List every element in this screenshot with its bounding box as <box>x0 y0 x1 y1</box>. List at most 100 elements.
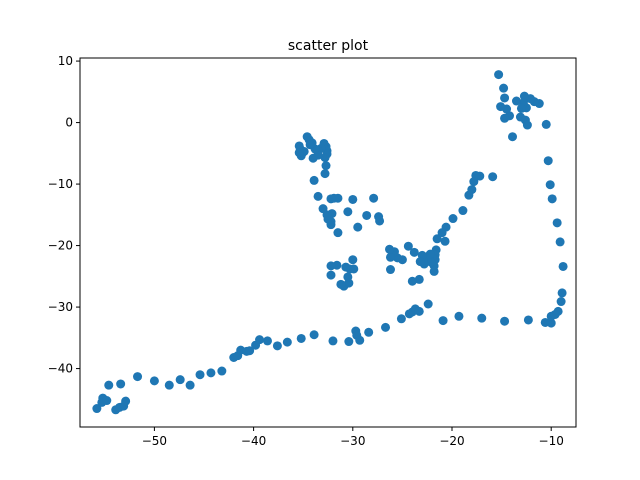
scatter-point <box>309 330 319 340</box>
scatter-point <box>458 206 468 216</box>
scatter-point <box>511 96 521 106</box>
scatter-point <box>543 156 553 166</box>
scatter-point <box>104 380 114 390</box>
scatter-point <box>164 380 174 390</box>
scatter-point <box>396 314 406 324</box>
scatter-point <box>336 279 346 289</box>
scatter-point <box>552 218 562 228</box>
scatter-point <box>175 375 185 385</box>
scatter-point <box>464 190 474 200</box>
scatter-point <box>343 272 353 282</box>
y-tick-label: 10 <box>58 54 73 68</box>
scatter-point <box>116 379 126 389</box>
x-tick-label: −30 <box>340 434 365 448</box>
scatter-point <box>320 153 330 163</box>
scatter-point <box>353 222 363 232</box>
scatter-point <box>92 404 102 414</box>
scatter-point <box>385 265 395 275</box>
scatter-point <box>318 204 328 214</box>
scatter-point <box>348 194 358 204</box>
scatter-point <box>344 337 354 347</box>
scatter-point <box>355 335 365 345</box>
scatter-point <box>469 177 479 187</box>
scatter-point <box>381 322 391 332</box>
scatter-point <box>437 228 447 238</box>
scatter-point <box>429 266 439 276</box>
scatter-point <box>195 370 205 380</box>
chart-title: scatter plot <box>288 38 369 54</box>
scatter-point <box>423 299 433 309</box>
scatter-point <box>333 228 343 238</box>
scatter-point <box>414 306 424 316</box>
x-tick-label: −20 <box>439 434 464 448</box>
points-layer <box>92 70 568 415</box>
scatter-point <box>294 148 304 158</box>
scatter-point <box>555 237 565 247</box>
scatter-point <box>133 372 143 382</box>
scatter-point <box>499 83 509 93</box>
scatter-point <box>245 346 255 356</box>
scatter-point <box>362 210 372 220</box>
scatter-point <box>522 120 532 130</box>
y-tick-label: −30 <box>48 300 73 314</box>
scatter-point <box>516 103 526 113</box>
scatter-point <box>121 396 131 406</box>
scatter-point <box>409 247 419 257</box>
scatter-point <box>415 257 425 267</box>
scatter-point <box>320 169 330 179</box>
scatter-point <box>294 141 304 151</box>
x-tick-label: −10 <box>539 434 564 448</box>
scatter-point <box>557 288 567 298</box>
scatter-point <box>477 313 487 323</box>
scatter-point <box>519 91 529 101</box>
scatter-point <box>282 337 292 347</box>
y-tick-label: −10 <box>48 177 73 191</box>
scatter-point <box>364 327 374 337</box>
scatter-point <box>508 132 518 142</box>
scatter-point <box>343 207 353 217</box>
scatter-point <box>500 93 510 103</box>
scatter-point <box>546 318 556 328</box>
scatter-point <box>272 341 282 351</box>
scatter-point <box>454 311 464 321</box>
scatter-point <box>438 316 448 326</box>
scatter-point <box>255 335 265 345</box>
scatter-point <box>341 262 351 272</box>
y-tick-label: −20 <box>48 239 73 253</box>
scatter-point <box>523 315 533 325</box>
scatter-point <box>328 336 338 346</box>
scatter-point <box>206 368 216 378</box>
scatter-point <box>326 194 336 204</box>
scatter-point <box>385 244 395 254</box>
scatter-point <box>102 396 112 406</box>
scatter-point <box>217 366 227 376</box>
scatter-point <box>448 214 458 224</box>
scatter-point <box>348 255 358 265</box>
scatter-point <box>185 380 195 390</box>
y-tick-label: 0 <box>65 116 73 130</box>
scatter-point <box>407 276 417 286</box>
scatter-point <box>541 119 551 129</box>
scatter-point <box>321 161 331 171</box>
scatter-point <box>374 212 384 222</box>
scatter-point <box>500 316 510 326</box>
scatter-point <box>496 102 506 112</box>
scatter-point <box>440 236 450 246</box>
x-tick-label: −50 <box>142 434 167 448</box>
axes-layer: −50 −40 −30 −20 −10 −40 −30 −20 −10 0 10 <box>48 54 564 448</box>
scatter-point <box>309 175 319 185</box>
scatter-point <box>553 306 563 316</box>
scatter-point <box>326 261 336 271</box>
scatter-point <box>432 234 442 244</box>
scatter-point <box>494 70 504 80</box>
plot-frame <box>79 57 577 428</box>
scatter-point <box>547 194 557 204</box>
scatter-point <box>326 270 336 280</box>
scatter-point <box>488 172 498 182</box>
scatter-point <box>262 336 272 346</box>
scatter-point <box>414 274 424 284</box>
scatter-point <box>385 252 395 262</box>
scatter-point <box>313 191 323 201</box>
scatter-point <box>558 261 568 271</box>
